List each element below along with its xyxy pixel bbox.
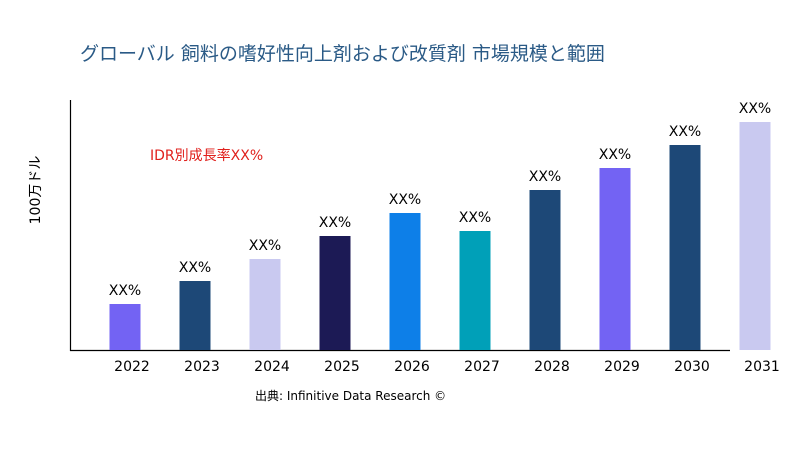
data-label-2031: XX% — [739, 101, 771, 117]
data-label-2026: XX% — [389, 192, 421, 208]
data-label-2024: XX% — [249, 238, 281, 254]
bar-2026 — [389, 213, 421, 350]
bar-2022 — [109, 304, 141, 350]
bar-2024 — [249, 259, 281, 350]
data-label-2029: XX% — [599, 147, 631, 163]
x-tick-label-2029: 2029 — [604, 359, 640, 375]
data-label-2027: XX% — [459, 210, 491, 226]
bar-2029 — [599, 168, 631, 350]
bar-2028 — [529, 190, 561, 350]
x-tick-label-2030: 2030 — [674, 359, 710, 375]
chart-title: グローバル 飼料の嗜好性向上剤および改質剤 市場規模と範囲 — [80, 43, 605, 65]
y-axis-label: 100万ドル — [28, 156, 44, 225]
source-note: 出典: Infinitive Data Research © — [255, 389, 446, 403]
bar-2030 — [669, 145, 701, 350]
x-tick-label-2025: 2025 — [324, 359, 360, 375]
x-tick-label-2023: 2023 — [184, 359, 220, 375]
bar-2023 — [179, 281, 211, 350]
x-tick-label-2026: 2026 — [394, 359, 430, 375]
bar-2027 — [459, 231, 491, 350]
data-label-2023: XX% — [179, 260, 211, 276]
growth-annotation: IDR別成長率XX% — [150, 147, 263, 164]
x-tick-label-2022: 2022 — [114, 359, 150, 375]
x-tick-label-2027: 2027 — [464, 359, 500, 375]
x-tick-label-2031: 2031 — [744, 359, 780, 375]
bar-2031 — [739, 122, 771, 350]
data-label-2030: XX% — [669, 124, 701, 140]
data-label-2022: XX% — [109, 283, 141, 299]
bar-2025 — [319, 236, 351, 350]
data-label-2025: XX% — [319, 215, 351, 231]
x-tick-label-2028: 2028 — [534, 359, 570, 375]
x-tick-label-2024: 2024 — [254, 359, 290, 375]
data-label-2028: XX% — [529, 169, 561, 185]
